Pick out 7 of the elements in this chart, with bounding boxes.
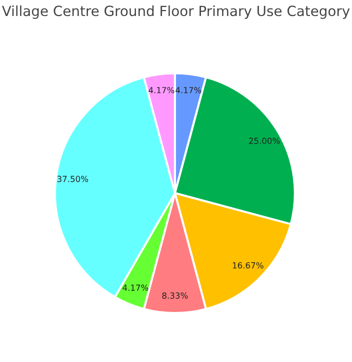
data-label: 8.33%	[162, 292, 188, 299]
data-label: 4.17%	[148, 86, 174, 94]
data-label: 25.00%	[249, 138, 280, 144]
data-label: 4.17%	[122, 284, 148, 291]
data-label: 16.67%	[232, 262, 264, 268]
chart-title: Village Centre Ground Floor Primary Use Category	[2, 5, 350, 19]
data-label: 37.50%	[57, 176, 88, 182]
